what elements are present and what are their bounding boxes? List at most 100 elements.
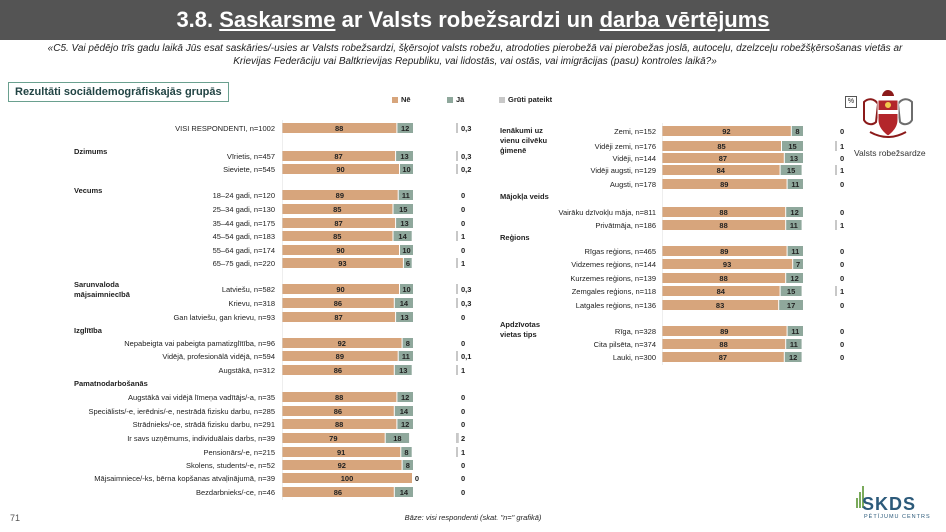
legend-ja: Jā xyxy=(447,95,464,104)
legend-ja-label: Jā xyxy=(456,95,465,104)
bar-ja xyxy=(782,141,803,151)
bar-ja-label: 15 xyxy=(787,166,795,175)
bar-gp-label: 0 xyxy=(461,474,465,483)
bar-ne-label: 89 xyxy=(336,191,344,200)
bar-ne-label: 90 xyxy=(336,285,344,294)
bar-ja-label: 8 xyxy=(795,127,799,136)
bar-ne-label: 88 xyxy=(335,393,343,402)
bar-gp xyxy=(456,447,458,457)
coat-of-arms-icon xyxy=(863,90,913,138)
skds-logo-icon xyxy=(856,486,864,508)
bar-ja xyxy=(402,460,413,470)
bar-gp xyxy=(456,351,458,361)
percent-indicator: % xyxy=(845,96,857,108)
bar-gp-label: 2 xyxy=(461,434,465,443)
title-mid: ar Valsts robežsardzi un xyxy=(335,7,600,32)
bar-ja-label: 18 xyxy=(393,434,401,443)
bar-ne xyxy=(662,220,786,230)
bar-ja xyxy=(786,220,802,230)
bar-gp-label: 1 xyxy=(840,221,844,230)
row-label: Augstākā vai vidējā līmeņa vadītājs/-a, … xyxy=(128,393,275,402)
row-label: VISI RESPONDENTI, n=1002 xyxy=(175,124,275,133)
bar-ja-label: 0 xyxy=(415,474,419,483)
footer-note: Bāze: visi respondenti (skat. "n=" grafi… xyxy=(404,513,542,522)
bar-ja xyxy=(786,339,802,349)
row-label: Bezdarbnieks/-ce, n=46 xyxy=(196,488,275,497)
group-label: ģimenē xyxy=(500,146,526,155)
row-label: Augstākā, n=312 xyxy=(218,366,275,375)
bar-ne-label: 88 xyxy=(335,420,343,429)
bar-ne xyxy=(662,179,787,189)
bar-gp-label: 0 xyxy=(461,191,465,200)
row-label: Nepabeigta vai pabeigta pamatizglītība, … xyxy=(124,339,275,348)
group-label: vietas tips xyxy=(500,330,537,339)
bar-ja xyxy=(397,392,413,402)
bar-gp-label: 0 xyxy=(840,340,844,349)
group-label: Pamatnodarbošanās xyxy=(74,379,148,388)
bar-ja xyxy=(787,246,803,256)
bar-ne xyxy=(282,245,399,255)
title-prefix: 3.8. xyxy=(176,7,220,32)
bar-ja xyxy=(791,126,803,136)
bar-ja xyxy=(400,245,413,255)
bar-ja xyxy=(398,190,413,200)
row-label: Augsti, n=178 xyxy=(610,180,656,189)
row-label: Gan latviešu, gan krievu, n=93 xyxy=(173,313,275,322)
bar-ja-label: 7 xyxy=(796,260,800,269)
bar-gp-label: 0,1 xyxy=(461,352,471,361)
bar-ja xyxy=(394,298,413,308)
bar-ne xyxy=(282,190,398,200)
bar-ne-label: 88 xyxy=(335,124,343,133)
bar-ne-label: 84 xyxy=(717,166,726,175)
bar-gp xyxy=(456,284,458,294)
bar-ja xyxy=(793,259,803,269)
bar-ne xyxy=(282,473,412,483)
bar-ja xyxy=(786,207,803,217)
bar-gp xyxy=(835,220,837,230)
row-label: Vidējā, profesionālā vidējā, n=594 xyxy=(162,352,275,361)
row-label: Pensionārs/-e, n=215 xyxy=(203,448,275,457)
bar-ne xyxy=(282,312,396,322)
group-label: vienu cilvēku xyxy=(500,136,548,145)
legend-gp-label: Grūti pateikt xyxy=(508,95,553,104)
bar-ja-label: 12 xyxy=(401,124,409,133)
bar-gp-label: 0 xyxy=(461,246,465,255)
bar-ja-label: 11 xyxy=(791,247,799,256)
bar-ja xyxy=(385,433,410,443)
bar-ne xyxy=(282,338,402,348)
bar-ja-label: 8 xyxy=(406,339,410,348)
row-label: Privātmāja, n=186 xyxy=(595,221,656,230)
group-label: Ienākumi uz xyxy=(500,126,543,135)
row-label: Vidēji zemi, n=176 xyxy=(595,142,656,151)
bar-ne xyxy=(662,246,787,256)
bar-gp xyxy=(456,365,458,375)
bar-gp-label: 0 xyxy=(461,420,465,429)
row-label: 18–24 gadi, n=120 xyxy=(213,191,275,200)
bar-ja xyxy=(397,419,413,429)
bar-ne xyxy=(662,300,779,310)
bar-ja xyxy=(394,487,413,497)
bar-gp-label: 1 xyxy=(461,259,465,268)
bar-ne-label: 87 xyxy=(719,353,727,362)
bar-gp xyxy=(835,141,837,151)
bar-ja xyxy=(398,351,413,361)
bar-ne-label: 87 xyxy=(334,313,342,322)
bar-ja xyxy=(780,286,802,296)
results-badge: Rezultāti sociāldemogrāfiskajās grupās xyxy=(8,82,229,102)
bar-ne xyxy=(662,286,780,296)
bar-ne xyxy=(662,141,781,151)
bar-ne-label: 92 xyxy=(338,461,346,470)
bar-ja xyxy=(394,406,413,416)
bar-ne xyxy=(282,258,403,268)
row-label: Cita pilsēta, n=374 xyxy=(594,340,656,349)
bar-gp-label: 0 xyxy=(840,154,844,163)
bar-ja-label: 11 xyxy=(791,327,799,336)
bar-ne xyxy=(662,153,784,163)
bar-ne xyxy=(282,433,385,443)
bar-ja xyxy=(400,284,413,294)
bar-ne xyxy=(282,392,397,402)
title-part2: darba vērtējums xyxy=(599,7,770,32)
bar-ne-label: 90 xyxy=(336,246,344,255)
bar-gp xyxy=(456,298,458,308)
bar-gp-label: 0 xyxy=(461,313,465,322)
